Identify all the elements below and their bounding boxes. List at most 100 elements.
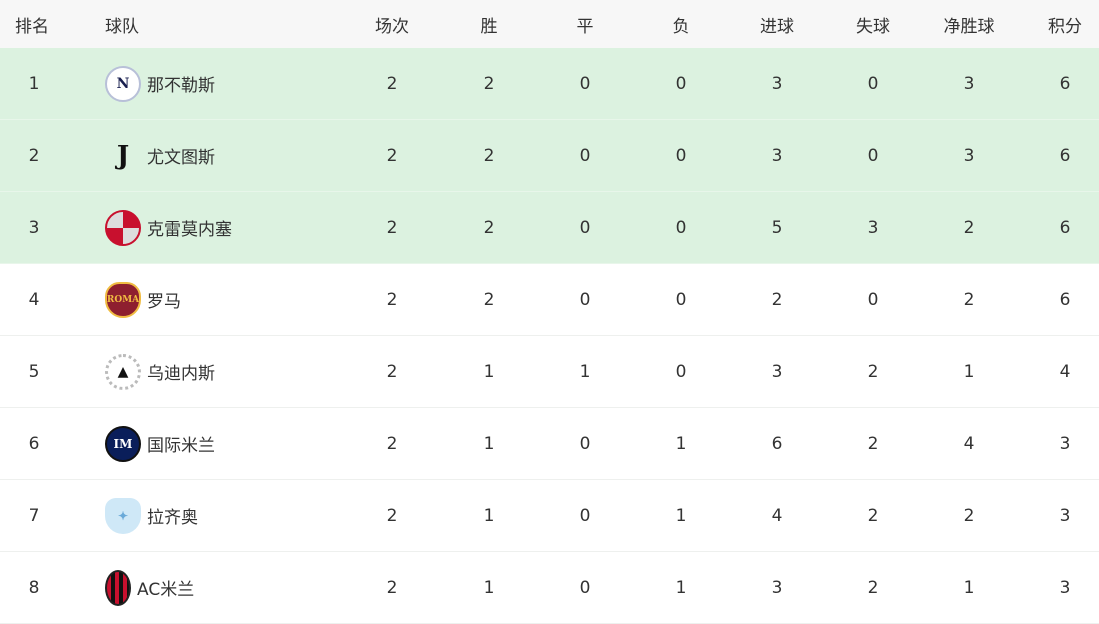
gf-value: 3 xyxy=(771,361,783,382)
played-value: 2 xyxy=(386,577,398,598)
rank: 7 xyxy=(28,505,40,526)
rank: 6 xyxy=(28,433,40,454)
drawn-value: 0 xyxy=(579,73,591,94)
lazio-logo-icon: ✦ xyxy=(105,497,141,534)
gd-value: 4 xyxy=(963,433,975,454)
ga-value: 0 xyxy=(867,289,879,310)
lost-value: 1 xyxy=(675,505,687,526)
table-row[interactable]: 7 ✦ 拉齐奥 2 1 0 1 4 2 2 3 xyxy=(0,480,1099,552)
standings-body: 1 N 那不勒斯 2 2 0 0 3 0 3 6 2 J 尤文图斯 2 2 0 0 3 0 3 6 3 克雷莫内塞 2… xyxy=(0,48,1099,624)
header-goals-for: 进球 xyxy=(760,16,794,37)
drawn-value: 0 xyxy=(579,145,591,166)
header-won: 胜 xyxy=(480,16,498,37)
gd-value: 2 xyxy=(963,289,975,310)
table-header: 排名 球队 场次 胜 平 负 进球 失球 净胜球 积分 xyxy=(0,0,1099,48)
team-cell[interactable]: AC米兰 xyxy=(105,552,194,623)
roma-logo-icon: ROMA xyxy=(105,281,141,318)
team-cell[interactable]: ▲ 乌迪内斯 xyxy=(105,336,215,407)
rank: 1 xyxy=(28,73,40,94)
won-value: 1 xyxy=(483,505,495,526)
drawn-value: 0 xyxy=(579,505,591,526)
gf-value: 5 xyxy=(771,217,783,238)
team-cell[interactable]: 克雷莫内塞 xyxy=(105,192,232,263)
lost-value: 0 xyxy=(675,217,687,238)
won-value: 1 xyxy=(483,577,495,598)
gd-value: 2 xyxy=(963,505,975,526)
table-row[interactable]: 5 ▲ 乌迪内斯 2 1 1 0 3 2 1 4 xyxy=(0,336,1099,408)
table-row[interactable]: 4 ROMA 罗马 2 2 0 0 2 0 2 6 xyxy=(0,264,1099,336)
header-goals-against: 失球 xyxy=(856,16,890,37)
team-cell[interactable]: J 尤文图斯 xyxy=(105,120,215,191)
team-cell[interactable]: ROMA 罗马 xyxy=(105,264,181,335)
team-name: 尤文图斯 xyxy=(147,148,215,168)
drawn-value: 0 xyxy=(579,433,591,454)
pts-value: 4 xyxy=(1059,361,1071,382)
pts-value: 6 xyxy=(1059,145,1071,166)
pts-value: 3 xyxy=(1059,433,1071,454)
table-row[interactable]: 1 N 那不勒斯 2 2 0 0 3 0 3 6 xyxy=(0,48,1099,120)
played-value: 2 xyxy=(386,361,398,382)
team-cell[interactable]: IM 国际米兰 xyxy=(105,408,215,479)
played-value: 2 xyxy=(386,73,398,94)
drawn-value: 0 xyxy=(579,289,591,310)
ga-value: 0 xyxy=(867,145,879,166)
header-played: 场次 xyxy=(375,16,409,37)
rank: 2 xyxy=(28,145,40,166)
pts-value: 6 xyxy=(1059,217,1071,238)
table-row[interactable]: 2 J 尤文图斯 2 2 0 0 3 0 3 6 xyxy=(0,120,1099,192)
rank: 5 xyxy=(28,361,40,382)
team-name: 克雷莫内塞 xyxy=(147,220,232,240)
header-team: 球队 xyxy=(105,16,139,37)
table-row[interactable]: 3 克雷莫内塞 2 2 0 0 5 3 2 6 xyxy=(0,192,1099,264)
played-value: 2 xyxy=(386,289,398,310)
won-value: 2 xyxy=(483,73,495,94)
team-cell[interactable]: ✦ 拉齐奥 xyxy=(105,480,198,551)
table-row[interactable]: 8 AC米兰 2 1 0 1 3 2 1 3 xyxy=(0,552,1099,624)
gd-value: 2 xyxy=(963,217,975,238)
ga-value: 0 xyxy=(867,73,879,94)
lost-value: 0 xyxy=(675,289,687,310)
gf-value: 4 xyxy=(771,505,783,526)
gd-value: 3 xyxy=(963,73,975,94)
won-value: 1 xyxy=(483,433,495,454)
cremonese-logo-icon xyxy=(105,209,141,246)
won-value: 2 xyxy=(483,217,495,238)
won-value: 1 xyxy=(483,361,495,382)
team-name: 那不勒斯 xyxy=(147,76,215,96)
pts-value: 3 xyxy=(1059,577,1071,598)
udinese-logo-icon: ▲ xyxy=(105,353,141,390)
milan-logo-icon xyxy=(105,569,131,606)
ga-value: 2 xyxy=(867,361,879,382)
gf-value: 3 xyxy=(771,577,783,598)
gd-value: 1 xyxy=(963,577,975,598)
table-row[interactable]: 6 IM 国际米兰 2 1 0 1 6 2 4 3 xyxy=(0,408,1099,480)
team-name: AC米兰 xyxy=(137,580,195,600)
gf-value: 3 xyxy=(771,73,783,94)
header-points: 积分 xyxy=(1048,16,1082,37)
team-name: 乌迪内斯 xyxy=(147,364,215,384)
played-value: 2 xyxy=(386,145,398,166)
header-lost: 负 xyxy=(672,16,690,37)
ga-value: 3 xyxy=(867,217,879,238)
ga-value: 2 xyxy=(867,577,879,598)
team-name: 国际米兰 xyxy=(147,436,215,456)
drawn-value: 0 xyxy=(579,577,591,598)
team-cell[interactable]: N 那不勒斯 xyxy=(105,48,215,119)
napoli-logo-icon: N xyxy=(105,65,141,102)
header-rank: 排名 xyxy=(15,16,49,37)
pts-value: 6 xyxy=(1059,73,1071,94)
rank: 8 xyxy=(28,577,40,598)
gd-value: 1 xyxy=(963,361,975,382)
gf-value: 2 xyxy=(771,289,783,310)
pts-value: 3 xyxy=(1059,505,1071,526)
header-drawn: 平 xyxy=(576,16,594,37)
lost-value: 1 xyxy=(675,577,687,598)
played-value: 2 xyxy=(386,217,398,238)
ga-value: 2 xyxy=(867,505,879,526)
drawn-value: 0 xyxy=(579,217,591,238)
ga-value: 2 xyxy=(867,433,879,454)
drawn-value: 1 xyxy=(579,361,591,382)
played-value: 2 xyxy=(386,505,398,526)
gf-value: 3 xyxy=(771,145,783,166)
rank: 4 xyxy=(28,289,40,310)
